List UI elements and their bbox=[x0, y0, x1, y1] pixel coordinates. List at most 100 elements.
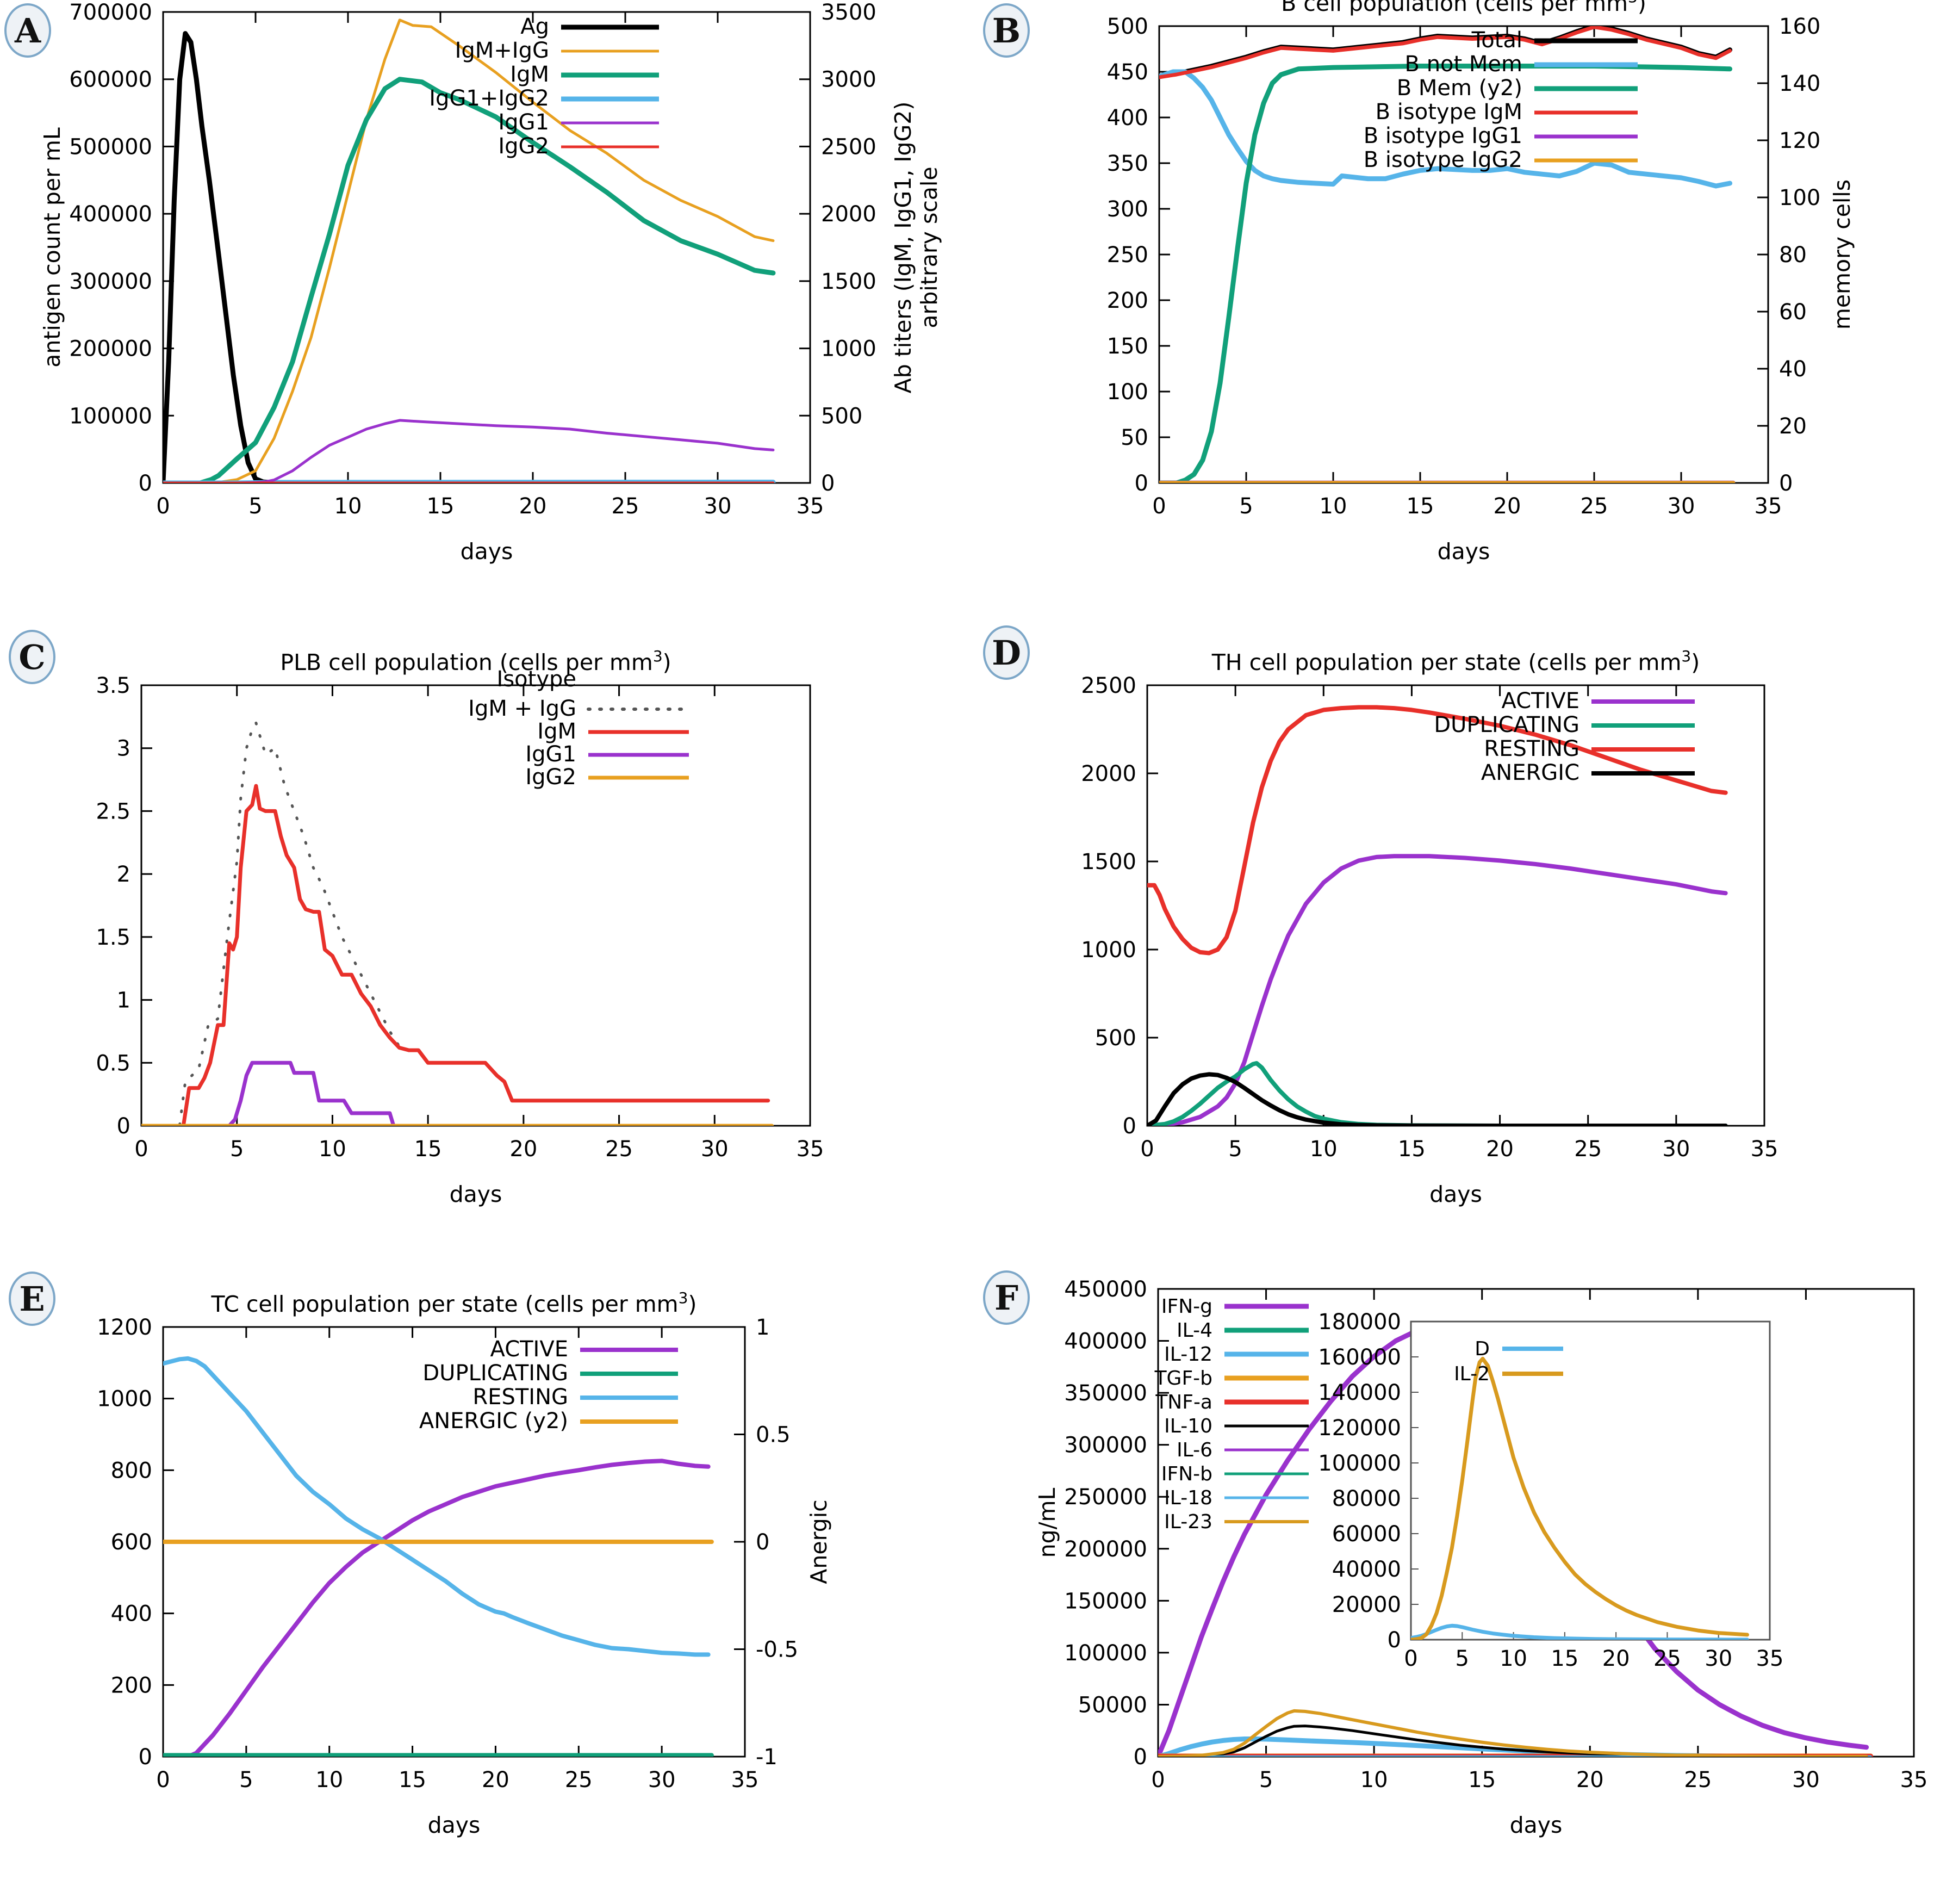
y2-tick-label: 140 bbox=[1779, 71, 1820, 96]
y2-tick-label: 1500 bbox=[821, 269, 876, 294]
x-tick-label: 0 bbox=[134, 1137, 148, 1162]
panel-label-b: B bbox=[983, 3, 1030, 58]
y-tick-label: 1200 bbox=[97, 1315, 152, 1340]
y-tick-label: 200 bbox=[1107, 288, 1148, 313]
y-tick-label: 2 bbox=[117, 862, 130, 887]
y-tick-label: 0 bbox=[1134, 1745, 1147, 1770]
x-tick-label: 25 bbox=[612, 494, 639, 519]
inset-x-tick-label: 15 bbox=[1551, 1646, 1578, 1671]
legend-label: IgG1 bbox=[498, 110, 549, 135]
legend-label: IgM bbox=[537, 719, 576, 744]
chart-a: 0 5 10 15 20 25 30 35 days 0 100000 200000 300000 400… bbox=[39, 0, 942, 565]
x-axis-label: days bbox=[428, 1812, 481, 1838]
y-tick-label: 1.5 bbox=[96, 925, 130, 950]
x-tick-label: 15 bbox=[1468, 1767, 1496, 1793]
inset-y-tick-label: 180000 bbox=[1318, 1310, 1401, 1335]
legend-label: IgG1+IgG2 bbox=[429, 86, 549, 111]
y-tick-label: 1 bbox=[117, 988, 130, 1013]
series-line bbox=[141, 721, 401, 1126]
inset-series-line bbox=[1411, 1356, 1749, 1640]
x-tick-label: 25 bbox=[1574, 1137, 1602, 1162]
inset-x-tick-label: 20 bbox=[1602, 1646, 1630, 1671]
y-tick-label: 300 bbox=[1107, 197, 1148, 222]
legend-label: IL-10 bbox=[1164, 1415, 1212, 1437]
y-axis-label: ng/mL bbox=[1034, 1488, 1060, 1558]
panel-F: F 0 5 10 15 20 25 30 35 days 0 50000 100000 150000 200… bbox=[979, 1267, 1959, 1904]
x-tick-label: 0 bbox=[156, 1767, 170, 1793]
y-tick-label: 350 bbox=[1107, 151, 1148, 176]
legend-label: IgG1 bbox=[525, 742, 576, 767]
legend-label: IL-4 bbox=[1177, 1319, 1212, 1342]
inset-series-line bbox=[1411, 1623, 1749, 1640]
y2-tick-label: 2000 bbox=[821, 202, 876, 227]
legend-label: B isotype IgM bbox=[1376, 100, 1522, 125]
inset-y-tick-label: 40000 bbox=[1332, 1557, 1401, 1582]
x-tick-label: 15 bbox=[1398, 1137, 1426, 1162]
inset-y-tick-label: 160000 bbox=[1318, 1345, 1401, 1370]
y-tick-label: 400000 bbox=[69, 202, 152, 227]
y-tick-label: 2500 bbox=[1081, 673, 1136, 698]
series-line bbox=[163, 419, 775, 483]
legend-label: B Mem (y2) bbox=[1397, 76, 1522, 101]
x-tick-label: 20 bbox=[482, 1767, 509, 1793]
x-tick-label: 30 bbox=[701, 1137, 729, 1162]
chart-title: TH cell population per state (cells per … bbox=[1211, 647, 1700, 676]
series-line bbox=[163, 1356, 711, 1657]
x-tick-label: 15 bbox=[1407, 494, 1434, 519]
legend-label: IL-6 bbox=[1177, 1439, 1212, 1461]
legend-label: ANERGIC bbox=[1481, 760, 1579, 785]
panel-label-d: D bbox=[983, 625, 1030, 680]
inset-y-tick-label: 0 bbox=[1388, 1628, 1401, 1653]
legend-label: IL-18 bbox=[1164, 1487, 1212, 1509]
x-tick-label: 20 bbox=[1576, 1767, 1604, 1793]
y2-tick-label: 3500 bbox=[821, 0, 876, 25]
y-tick-label: 400000 bbox=[1064, 1329, 1147, 1354]
y-tick-label: 50000 bbox=[1078, 1692, 1147, 1717]
inset-y-tick-label: 80000 bbox=[1332, 1486, 1401, 1511]
series-line bbox=[1147, 705, 1728, 956]
x-tick-label: 5 bbox=[1228, 1137, 1242, 1162]
x-tick-label: 0 bbox=[156, 494, 170, 519]
inset-x-tick-label: 5 bbox=[1456, 1646, 1469, 1671]
x-tick-label: 20 bbox=[509, 1137, 537, 1162]
chart-title: TC cell population per state (cells per … bbox=[211, 1289, 697, 1318]
y2-tick-label: 1000 bbox=[821, 337, 876, 362]
legend-label: IFN-b bbox=[1161, 1463, 1212, 1485]
y-tick-label: 250 bbox=[1107, 243, 1148, 268]
y-tick-label: 600 bbox=[111, 1530, 152, 1555]
series-line bbox=[163, 18, 775, 483]
y-tick-label: 0.5 bbox=[96, 1051, 130, 1076]
x-tick-label: 35 bbox=[1755, 494, 1782, 519]
y-tick-label: 150 bbox=[1107, 334, 1148, 359]
x-tick-label: 15 bbox=[414, 1137, 442, 1162]
legend-label: IL-23 bbox=[1164, 1511, 1212, 1533]
legend-label: RESTING bbox=[1484, 736, 1579, 761]
series-line bbox=[163, 1459, 711, 1757]
y-tick-label: 0 bbox=[1123, 1114, 1136, 1139]
y-tick-label: 1000 bbox=[97, 1387, 152, 1412]
panel-C: C PLB cell population (cells per mm3) 0 5 10… bbox=[0, 625, 979, 1267]
panel-E: E TC cell population per state (cells per… bbox=[0, 1267, 979, 1904]
y-tick-label: 0 bbox=[139, 471, 152, 496]
x-tick-label: 20 bbox=[1486, 1137, 1514, 1162]
x-tick-label: 0 bbox=[1151, 1767, 1165, 1793]
inset-x-tick-label: 10 bbox=[1500, 1646, 1527, 1671]
legend-label: IL-12 bbox=[1164, 1343, 1212, 1366]
inset-y-tick-label: 120000 bbox=[1318, 1416, 1401, 1441]
y-tick-label: 700000 bbox=[69, 0, 152, 25]
y-tick-label: 200000 bbox=[69, 337, 152, 362]
y2-axis-label: Anergic bbox=[806, 1499, 832, 1584]
x-tick-label: 5 bbox=[230, 1137, 244, 1162]
legend-label: IgG2 bbox=[525, 765, 576, 790]
y-tick-label: 100000 bbox=[69, 404, 152, 429]
panel-label-c: C bbox=[9, 630, 55, 684]
legend-label: B isotype IgG2 bbox=[1364, 147, 1522, 172]
series-line bbox=[1147, 854, 1728, 1126]
x-tick-label: 25 bbox=[1684, 1767, 1712, 1793]
y-tick-label: 3.5 bbox=[96, 673, 130, 698]
y-tick-label: 600000 bbox=[69, 67, 152, 92]
y-tick-label: 0 bbox=[139, 1745, 152, 1770]
x-tick-label: 35 bbox=[731, 1767, 759, 1793]
x-tick-label: 10 bbox=[315, 1767, 343, 1793]
inset-x-tick-label: 30 bbox=[1705, 1646, 1732, 1671]
